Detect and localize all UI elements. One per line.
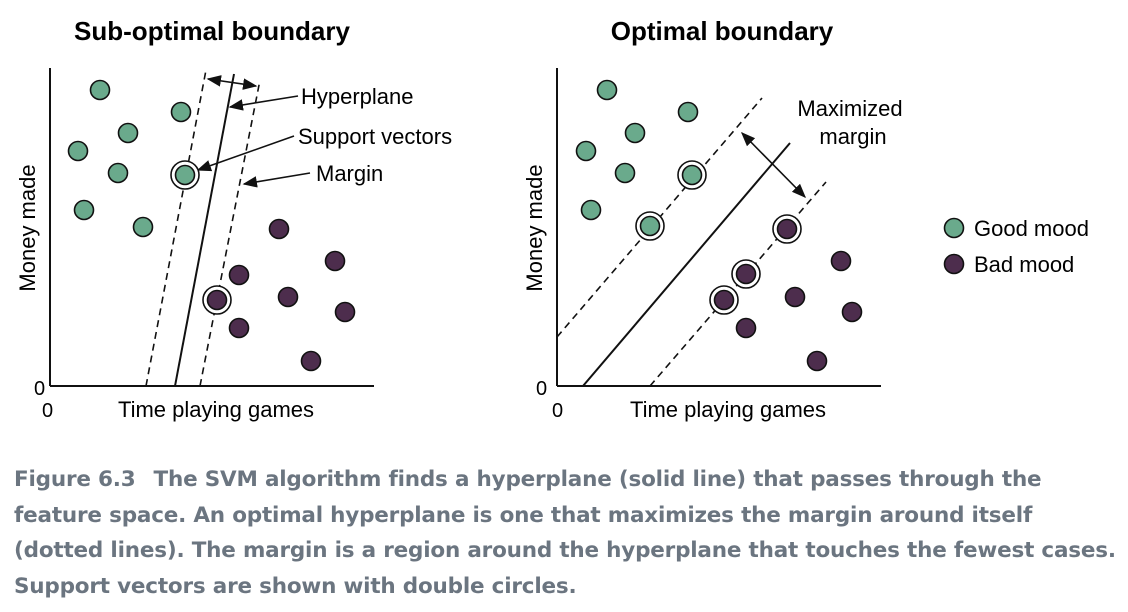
right-bad-support-vector	[731, 259, 761, 289]
good-mood-point	[624, 122, 646, 144]
bad-mood-point	[268, 218, 290, 240]
right-origin-y-label: 0	[536, 378, 547, 400]
support-vectors-pointer-arrow	[196, 135, 295, 172]
good-mood-point	[117, 122, 139, 144]
left-bad-points	[228, 218, 356, 372]
maximized-margin-label-line1: Maximized	[797, 96, 902, 121]
right-panel-title: Optimal boundary	[611, 16, 834, 46]
left-margin-width-arrow	[206, 75, 258, 90]
right-bad-support-vector	[772, 214, 802, 244]
bad-mood-point	[841, 301, 863, 323]
left-margin-line-right	[199, 79, 261, 387]
left-panel-title: Sub-optimal boundary	[74, 16, 350, 46]
left-origin-y-label: 0	[34, 378, 45, 400]
right-bad-points	[735, 250, 863, 372]
left-good-points	[67, 79, 192, 238]
left-bad-support-vector	[202, 285, 232, 315]
right-panel: Optimal boundary 0 0 Time playing games …	[522, 16, 903, 422]
legend-bad-mood-label: Bad mood	[974, 252, 1074, 277]
bad-mood-point	[324, 250, 346, 272]
good-mood-point	[596, 79, 618, 101]
figure-caption: Figure 6.3 The SVM algorithm finds a hype…	[14, 462, 1118, 604]
left-good-support-vector	[170, 160, 200, 190]
legend-bad-mood-swatch	[943, 253, 965, 275]
good-mood-point	[580, 199, 602, 221]
left-panel: Sub-optimal boundary 0 0 Time playing ga…	[15, 16, 452, 422]
right-good-support-vector	[635, 211, 665, 241]
maximized-margin-label-line2: margin	[819, 124, 886, 149]
bad-mood-point	[806, 350, 828, 372]
svm-figure: Sub-optimal boundary 0 0 Time playing ga…	[15, 16, 1089, 422]
right-bad-support-vector	[709, 285, 739, 315]
right-y-axis-label: Money made	[522, 164, 547, 291]
caption-text: The SVM algorithm finds a hyperplane (so…	[14, 467, 1116, 599]
good-mood-point	[73, 199, 95, 221]
bad-mood-point	[300, 350, 322, 372]
left-margin-line-left	[145, 69, 207, 387]
legend: Good mood Bad mood	[943, 216, 1089, 277]
good-mood-point	[107, 162, 129, 184]
support-vectors-label: Support vectors	[298, 124, 452, 149]
bad-mood-point	[735, 317, 757, 339]
margin-pointer-arrow	[242, 172, 311, 188]
bad-mood-point	[830, 250, 852, 272]
left-x-axis-label: Time playing games	[118, 397, 314, 422]
right-good-points	[575, 79, 699, 221]
right-origin-x-label: 0	[552, 400, 563, 422]
good-mood-point	[575, 140, 597, 162]
bad-mood-point	[334, 301, 356, 323]
good-mood-point	[67, 140, 89, 162]
hyperplane-pointer-arrow	[228, 95, 299, 111]
margin-label: Margin	[316, 161, 383, 186]
good-mood-point	[614, 162, 636, 184]
maximized-margin-arrow	[740, 131, 807, 199]
good-mood-point	[89, 79, 111, 101]
right-x-axis-label: Time playing games	[630, 397, 826, 422]
hyperplane-label: Hyperplane	[301, 84, 414, 109]
good-mood-point	[170, 101, 192, 123]
bad-mood-point	[277, 286, 299, 308]
figure-number: Figure 6.3	[14, 467, 136, 492]
left-hyperplane-line	[174, 73, 235, 387]
legend-good-mood-swatch	[943, 217, 965, 239]
bad-mood-point	[228, 317, 250, 339]
left-origin-x-label: 0	[42, 400, 53, 422]
bad-mood-point	[784, 286, 806, 308]
good-mood-point	[677, 101, 699, 123]
bad-mood-point	[228, 264, 250, 286]
left-y-axis-label: Money made	[15, 164, 40, 291]
right-good-support-vector	[677, 160, 707, 190]
legend-good-mood-label: Good mood	[974, 216, 1089, 241]
good-mood-point	[132, 216, 154, 238]
